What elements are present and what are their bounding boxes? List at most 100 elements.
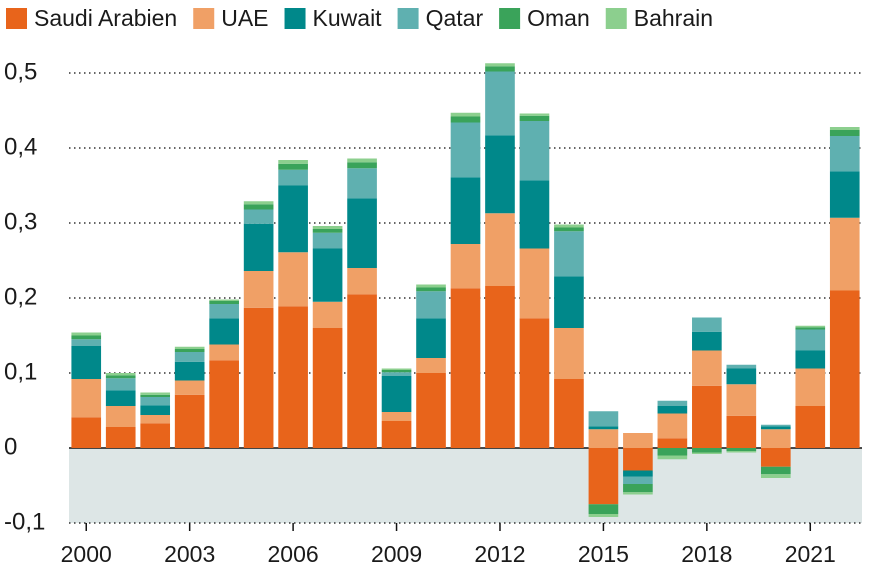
legend-swatch <box>193 8 215 29</box>
bar-segment <box>450 177 481 244</box>
bar-segment <box>381 372 412 376</box>
bar-segment <box>347 198 377 268</box>
bar-segment <box>657 406 688 414</box>
bar-segment <box>209 301 239 304</box>
bar-segment <box>519 248 550 319</box>
bar-segment <box>312 328 343 448</box>
legend-swatch <box>397 8 419 29</box>
bar-segment <box>760 429 791 448</box>
bar-segment <box>71 335 102 340</box>
bar-segment <box>174 349 205 352</box>
y-tick-label: 0,1 <box>4 358 37 385</box>
bar-segment <box>278 160 308 164</box>
bar-segment <box>140 423 171 448</box>
bar-segment <box>71 332 102 336</box>
bar-segment <box>588 426 619 430</box>
bar-segment <box>795 368 826 406</box>
bar-segment <box>485 66 515 72</box>
legend-swatch <box>6 8 27 29</box>
x-tick-label: 2018 <box>681 541 732 567</box>
bar-segment <box>588 448 619 505</box>
legend-label: Qatar <box>426 5 484 31</box>
bar-segment <box>760 448 791 467</box>
bar-segment <box>278 163 308 170</box>
bar-segment <box>416 318 446 358</box>
bar-segment <box>450 122 481 178</box>
bar-segment <box>140 394 171 397</box>
bar-segment <box>726 384 757 416</box>
bar-segment <box>140 397 171 406</box>
bar-segment <box>588 411 619 427</box>
bar-segment <box>554 224 584 228</box>
bar-segment <box>795 329 826 351</box>
legend-swatch <box>499 8 521 29</box>
bar-segment <box>381 368 412 370</box>
bar-segment <box>312 226 343 229</box>
bar-segment <box>726 415 757 448</box>
bar-segment <box>795 350 826 369</box>
bar-segment <box>829 290 860 448</box>
bar-segment <box>243 201 274 205</box>
bar-segment <box>554 227 584 232</box>
bar-segment <box>657 455 688 460</box>
bar-segment <box>760 474 791 478</box>
bar-segment <box>623 492 653 495</box>
legend-swatch <box>605 8 627 29</box>
bar-segment <box>243 307 274 448</box>
y-tick-label: 0 <box>4 433 17 460</box>
bar-segment <box>347 168 377 199</box>
bar-segment <box>312 248 343 302</box>
bar-segment <box>692 317 722 332</box>
legend-label: Saudi Arabien <box>34 5 177 31</box>
bar-segment <box>519 113 550 116</box>
bar-segment <box>416 373 446 448</box>
bar-segment <box>140 392 171 395</box>
bar-segment <box>519 121 550 181</box>
bar-segment <box>416 284 446 288</box>
bar-segment <box>450 112 481 117</box>
bar-segment <box>623 433 653 448</box>
bar-segment <box>71 379 102 418</box>
bar-segment <box>519 115 550 121</box>
bar-segment <box>519 180 550 249</box>
bar-segment <box>71 346 102 379</box>
bar-segment <box>243 271 274 308</box>
x-tick-label: 2006 <box>268 541 319 567</box>
legend-label: Oman <box>527 5 590 31</box>
bar-segment <box>209 360 239 448</box>
bar-segment <box>105 406 136 427</box>
bar-segment <box>588 429 619 448</box>
bar-segment <box>485 135 515 214</box>
bar-segment <box>381 421 412 448</box>
bar-segment <box>416 291 446 319</box>
legend-label: Bahrain <box>634 5 713 31</box>
bar-segment <box>726 368 757 385</box>
bar-segment <box>381 370 412 373</box>
bar-segment <box>105 378 136 391</box>
bar-segment <box>278 252 308 307</box>
bar-segment <box>657 413 688 439</box>
bar-segment <box>450 116 481 123</box>
y-tick-label: 0,4 <box>4 133 37 160</box>
bar-segment <box>381 376 412 412</box>
bar-segment <box>278 185 308 253</box>
bar-segment <box>588 514 619 517</box>
bar-segment <box>829 130 860 136</box>
bar-segment <box>105 427 136 448</box>
bar-segment <box>71 339 102 346</box>
legend-swatch <box>284 8 306 29</box>
bar-segment <box>278 306 308 448</box>
bar-segment <box>829 171 860 218</box>
y-tick-label: 0,5 <box>4 58 37 85</box>
bar-segment <box>657 438 688 448</box>
bar-segment <box>795 327 826 330</box>
bar-segment <box>416 358 446 373</box>
y-tick-label: -0,1 <box>4 508 45 535</box>
bar-segment <box>347 158 377 163</box>
bar-segment <box>657 448 688 456</box>
bar-segment <box>692 350 722 386</box>
bar-segment <box>140 415 171 424</box>
bar-segment <box>105 390 136 406</box>
bar-segment <box>795 406 826 448</box>
